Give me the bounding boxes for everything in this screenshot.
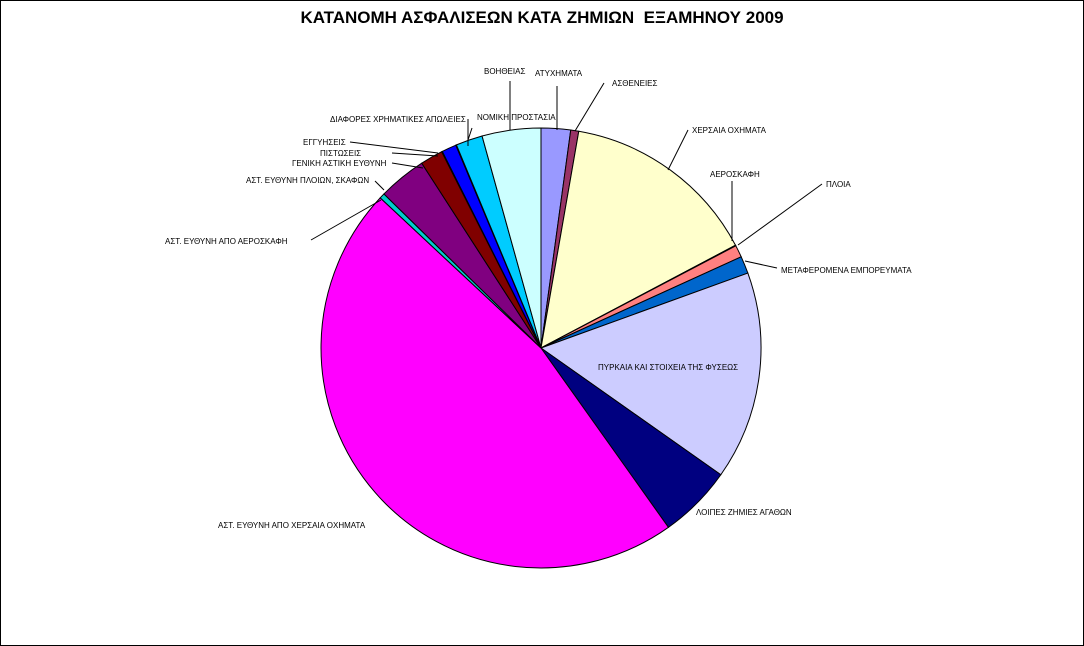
leader-line-10: [310, 199, 382, 241]
slice-label-2: ΑΣΘΕΝΕΙΕΣ: [612, 79, 658, 88]
pie-slice-9: [320, 197, 670, 569]
leader-line-16: [467, 127, 473, 141]
leader-line-11: [374, 180, 385, 191]
pie-slice-3: [540, 130, 737, 349]
slice-label-10: ΑΣΤ. ΕΥΘΥΝΗ ΑΠΟ ΑΕΡΟΣΚΑΦΗ: [165, 237, 288, 246]
slice-label-14: ΕΓΓΥΗΣΕΙΣ: [303, 138, 346, 147]
pie-slice-7: [539, 272, 762, 476]
slice-label-16: ΝΟΜΙΚΗ ΠΡΟΣΤΑΣΙΑ: [477, 113, 556, 122]
slice-label-1: ΑΤΥΧΗΜΑΤΑ: [535, 69, 583, 78]
chart-title: ΚΑΤΑΝΟΜΗ ΑΣΦΑΛΙΣΕΩΝ ΚΑΤΑ ΖΗΜΙΩΝ ΕΞΑΜΗΝΟΥ…: [300, 8, 784, 27]
slice-label-15: ΔΙΑΦΟΡΕΣ ΧΡΗΜΑΤΙΚΕΣ ΑΠΩΛΕΙΕΣ: [330, 115, 466, 124]
leader-line-3: [667, 129, 689, 171]
slice-label-13: ΠΙΣΤΩΣΕΙΣ: [320, 149, 361, 158]
slice-label-4: ΑΕΡΟΣΚΑΦΗ: [710, 170, 760, 179]
leader-line-12: [391, 162, 424, 169]
slice-label-8: ΛΟΙΠΕΣ ΖΗΜΙΕΣ ΑΓΑΘΩΝ: [696, 508, 792, 517]
slice-label-6: ΜΕΤΑΦΕΡΟΜΕΝΑ ΕΜΠΟΡΕΥΜΑΤΑ: [781, 266, 912, 275]
slice-label-9: ΑΣΤ. ΕΥΘΥΝΗ ΑΠΟ ΧΕΡΣΑΙΑ ΟΧΗΜΑΤΑ: [218, 521, 366, 530]
slice-label-11: ΑΣΤ. ΕΥΘΥΝΗ ΠΛΟΙΩΝ, ΣΚΑΦΩΝ: [246, 176, 369, 185]
leader-line-5: [737, 183, 823, 246]
slice-label-5: ΠΛΟΙΑ: [826, 180, 851, 189]
pie-slice-17: [481, 127, 542, 349]
slice-label-17: ΒΟΗΘΕΙΑΣ: [484, 67, 525, 76]
slice-label-12: ΓΕΝΙΚΗ ΑΣΤΙΚΗ ΕΥΘΥΝΗ: [292, 159, 387, 168]
slice-label-7: ΠΥΡΚΑΙΑ ΚΑΙ ΣΤΟΙΧΕΙΑ ΤΗΣ ΦΥΣΕΩΣ: [598, 363, 738, 372]
leader-line-13: [391, 152, 439, 157]
leader-line-14: [349, 141, 439, 154]
leader-line-6: [744, 260, 778, 269]
slice-label-3: ΧΕΡΣΑΙΑ ΟΧΗΜΑΤΑ: [692, 126, 767, 135]
leader-line-2: [574, 82, 605, 132]
